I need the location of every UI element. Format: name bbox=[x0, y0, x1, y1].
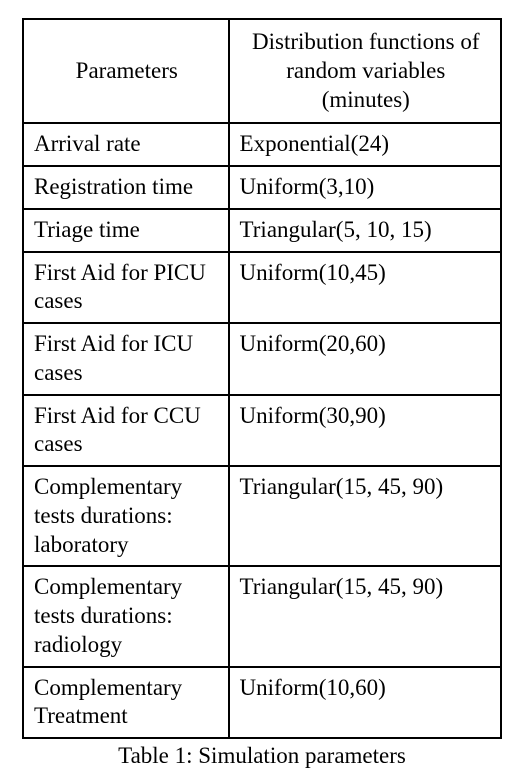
table-row: First Aid for PICU cases Uniform(10,45) bbox=[23, 252, 501, 324]
cell-parameter: First Aid for ICU cases bbox=[23, 323, 229, 395]
page: Parameters Distribution functions of ran… bbox=[0, 0, 524, 688]
cell-distribution: Uniform(10,60) bbox=[229, 667, 501, 739]
table-row: Triage time Triangular(5, 10, 15) bbox=[23, 209, 501, 252]
cell-parameter: Registration time bbox=[23, 166, 229, 209]
cell-distribution: Uniform(3,10) bbox=[229, 166, 501, 209]
cell-parameter: Complementary tests durations: radiology bbox=[23, 566, 229, 666]
cell-distribution: Uniform(10,45) bbox=[229, 252, 501, 324]
cell-parameter: First Aid for PICU cases bbox=[23, 252, 229, 324]
table-caption: Table 1: Simulation parameters bbox=[22, 739, 502, 769]
table-row: Registration time Uniform(3,10) bbox=[23, 166, 501, 209]
table-row: Arrival rate Exponential(24) bbox=[23, 123, 501, 166]
table-header-row: Parameters Distribution functions of ran… bbox=[23, 19, 501, 123]
col-header-distribution: Distribution functions of random variabl… bbox=[229, 19, 501, 123]
cell-distribution: Triangular(15, 45, 90) bbox=[229, 566, 501, 666]
cell-distribution: Exponential(24) bbox=[229, 123, 501, 166]
cell-distribution: Uniform(20,60) bbox=[229, 323, 501, 395]
col-header-parameters: Parameters bbox=[23, 19, 229, 123]
table-row: First Aid for CCU cases Uniform(30,90) bbox=[23, 395, 501, 467]
cell-parameter: Complementary tests durations: laborator… bbox=[23, 466, 229, 566]
cell-distribution: Triangular(15, 45, 90) bbox=[229, 466, 501, 566]
cell-distribution: Triangular(5, 10, 15) bbox=[229, 209, 501, 252]
cell-distribution: Uniform(30,90) bbox=[229, 395, 501, 467]
table-row: Complementary Treatment Uniform(10,60) bbox=[23, 667, 501, 739]
cell-parameter: Arrival rate bbox=[23, 123, 229, 166]
table-row: Complementary tests durations: laborator… bbox=[23, 466, 501, 566]
table-row: First Aid for ICU cases Uniform(20,60) bbox=[23, 323, 501, 395]
simulation-parameters-table: Parameters Distribution functions of ran… bbox=[22, 18, 502, 739]
cell-parameter: Triage time bbox=[23, 209, 229, 252]
cell-parameter: First Aid for CCU cases bbox=[23, 395, 229, 467]
cell-parameter: Complementary Treatment bbox=[23, 667, 229, 739]
table-row: Complementary tests durations: radiology… bbox=[23, 566, 501, 666]
